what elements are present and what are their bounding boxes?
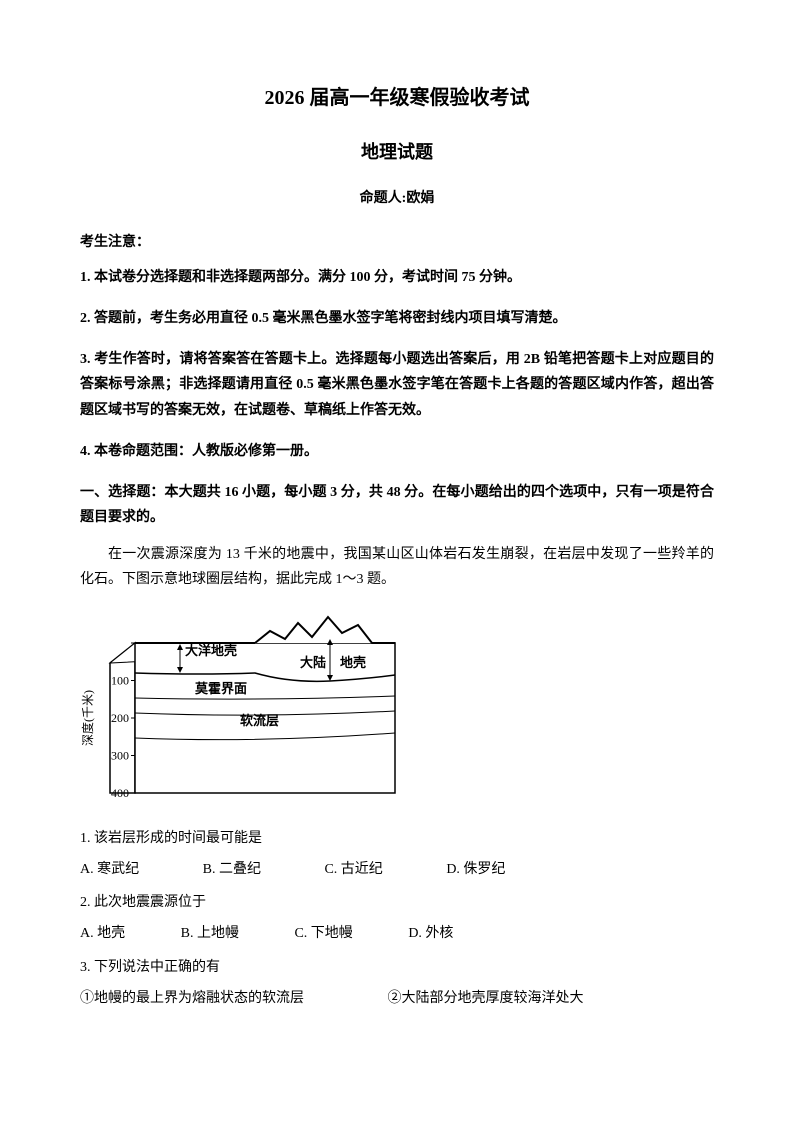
notice-label: 考生注意： — [80, 230, 714, 255]
q1-options: A. 寒武纪 B. 二叠纪 C. 古近纪 D. 侏罗纪 — [80, 857, 714, 882]
svg-text:400: 400 — [111, 786, 129, 800]
svg-text:软流层: 软流层 — [240, 713, 279, 728]
context-1: 在一次震源深度为 13 千米的地震中，我国某山区山体岩石发生崩裂，在岩层中发现了… — [80, 542, 714, 592]
q3-statement-2: ②大陆部分地壳厚度较海洋处大 — [388, 986, 584, 1011]
earth-layer-figure: 100 200 300 400 深度(千米) 大洋地壳大陆地壳莫霍界面软流层 — [80, 603, 714, 812]
earth-layer-svg: 100 200 300 400 深度(千米) 大洋地壳大陆地壳莫霍界面软流层 — [80, 603, 410, 803]
svg-text:大陆: 大陆 — [300, 655, 326, 670]
notice-item-3: 3. 考生作答时，请将答案答在答题卡上。选择题每小题选出答案后，用 2B 铅笔把… — [80, 347, 714, 423]
q3-stem: 3. 下列说法中正确的有 — [80, 955, 714, 980]
svg-text:地壳: 地壳 — [340, 655, 366, 670]
q1-option-b: B. 二叠纪 — [203, 857, 261, 882]
page-title: 2026 届高一年级寒假验收考试 — [80, 80, 714, 116]
q1-option-a: A. 寒武纪 — [80, 857, 139, 882]
q2-options: A. 地壳 B. 上地幔 C. 下地幔 D. 外核 — [80, 921, 714, 946]
q1-option-d: D. 侏罗纪 — [446, 857, 505, 882]
notice-item-2: 2. 答题前，考生务必用直径 0.5 毫米黑色墨水签字笔将密封线内项目填写清楚。 — [80, 306, 714, 331]
svg-text:100: 100 — [111, 673, 129, 687]
q2-option-a: A. 地壳 — [80, 921, 125, 946]
q2-stem: 2. 此次地震震源位于 — [80, 890, 714, 915]
notice-item-4: 4. 本卷命题范围：人教版必修第一册。 — [80, 439, 714, 464]
svg-text:深度(千米): 深度(千米) — [80, 690, 95, 746]
subject-title: 地理试题 — [80, 136, 714, 168]
q3-statements: ①地幔的最上界为熔融状态的软流层 ②大陆部分地壳厚度较海洋处大 — [80, 986, 714, 1011]
q2-option-d: D. 外核 — [408, 921, 453, 946]
q1-stem: 1. 该岩层形成的时间最可能是 — [80, 826, 714, 851]
q1-option-c: C. 古近纪 — [324, 857, 382, 882]
q2-option-c: C. 下地幔 — [294, 921, 352, 946]
exam-page: 2026 届高一年级寒假验收考试 地理试题 命题人:欧娟 考生注意： 1. 本试… — [0, 0, 794, 1123]
section-1-heading: 一、选择题：本大题共 16 小题，每小题 3 分，共 48 分。在每小题给出的四… — [80, 480, 714, 530]
q2-option-b: B. 上地幔 — [181, 921, 239, 946]
svg-text:300: 300 — [111, 748, 129, 762]
svg-text:大洋地壳: 大洋地壳 — [185, 643, 237, 658]
svg-text:200: 200 — [111, 711, 129, 725]
svg-text:莫霍界面: 莫霍界面 — [194, 681, 247, 696]
notice-item-1: 1. 本试卷分选择题和非选择题两部分。满分 100 分，考试时间 75 分钟。 — [80, 265, 714, 290]
author-line: 命题人:欧娟 — [80, 186, 714, 211]
q3-statement-1: ①地幔的最上界为熔融状态的软流层 — [80, 986, 304, 1011]
